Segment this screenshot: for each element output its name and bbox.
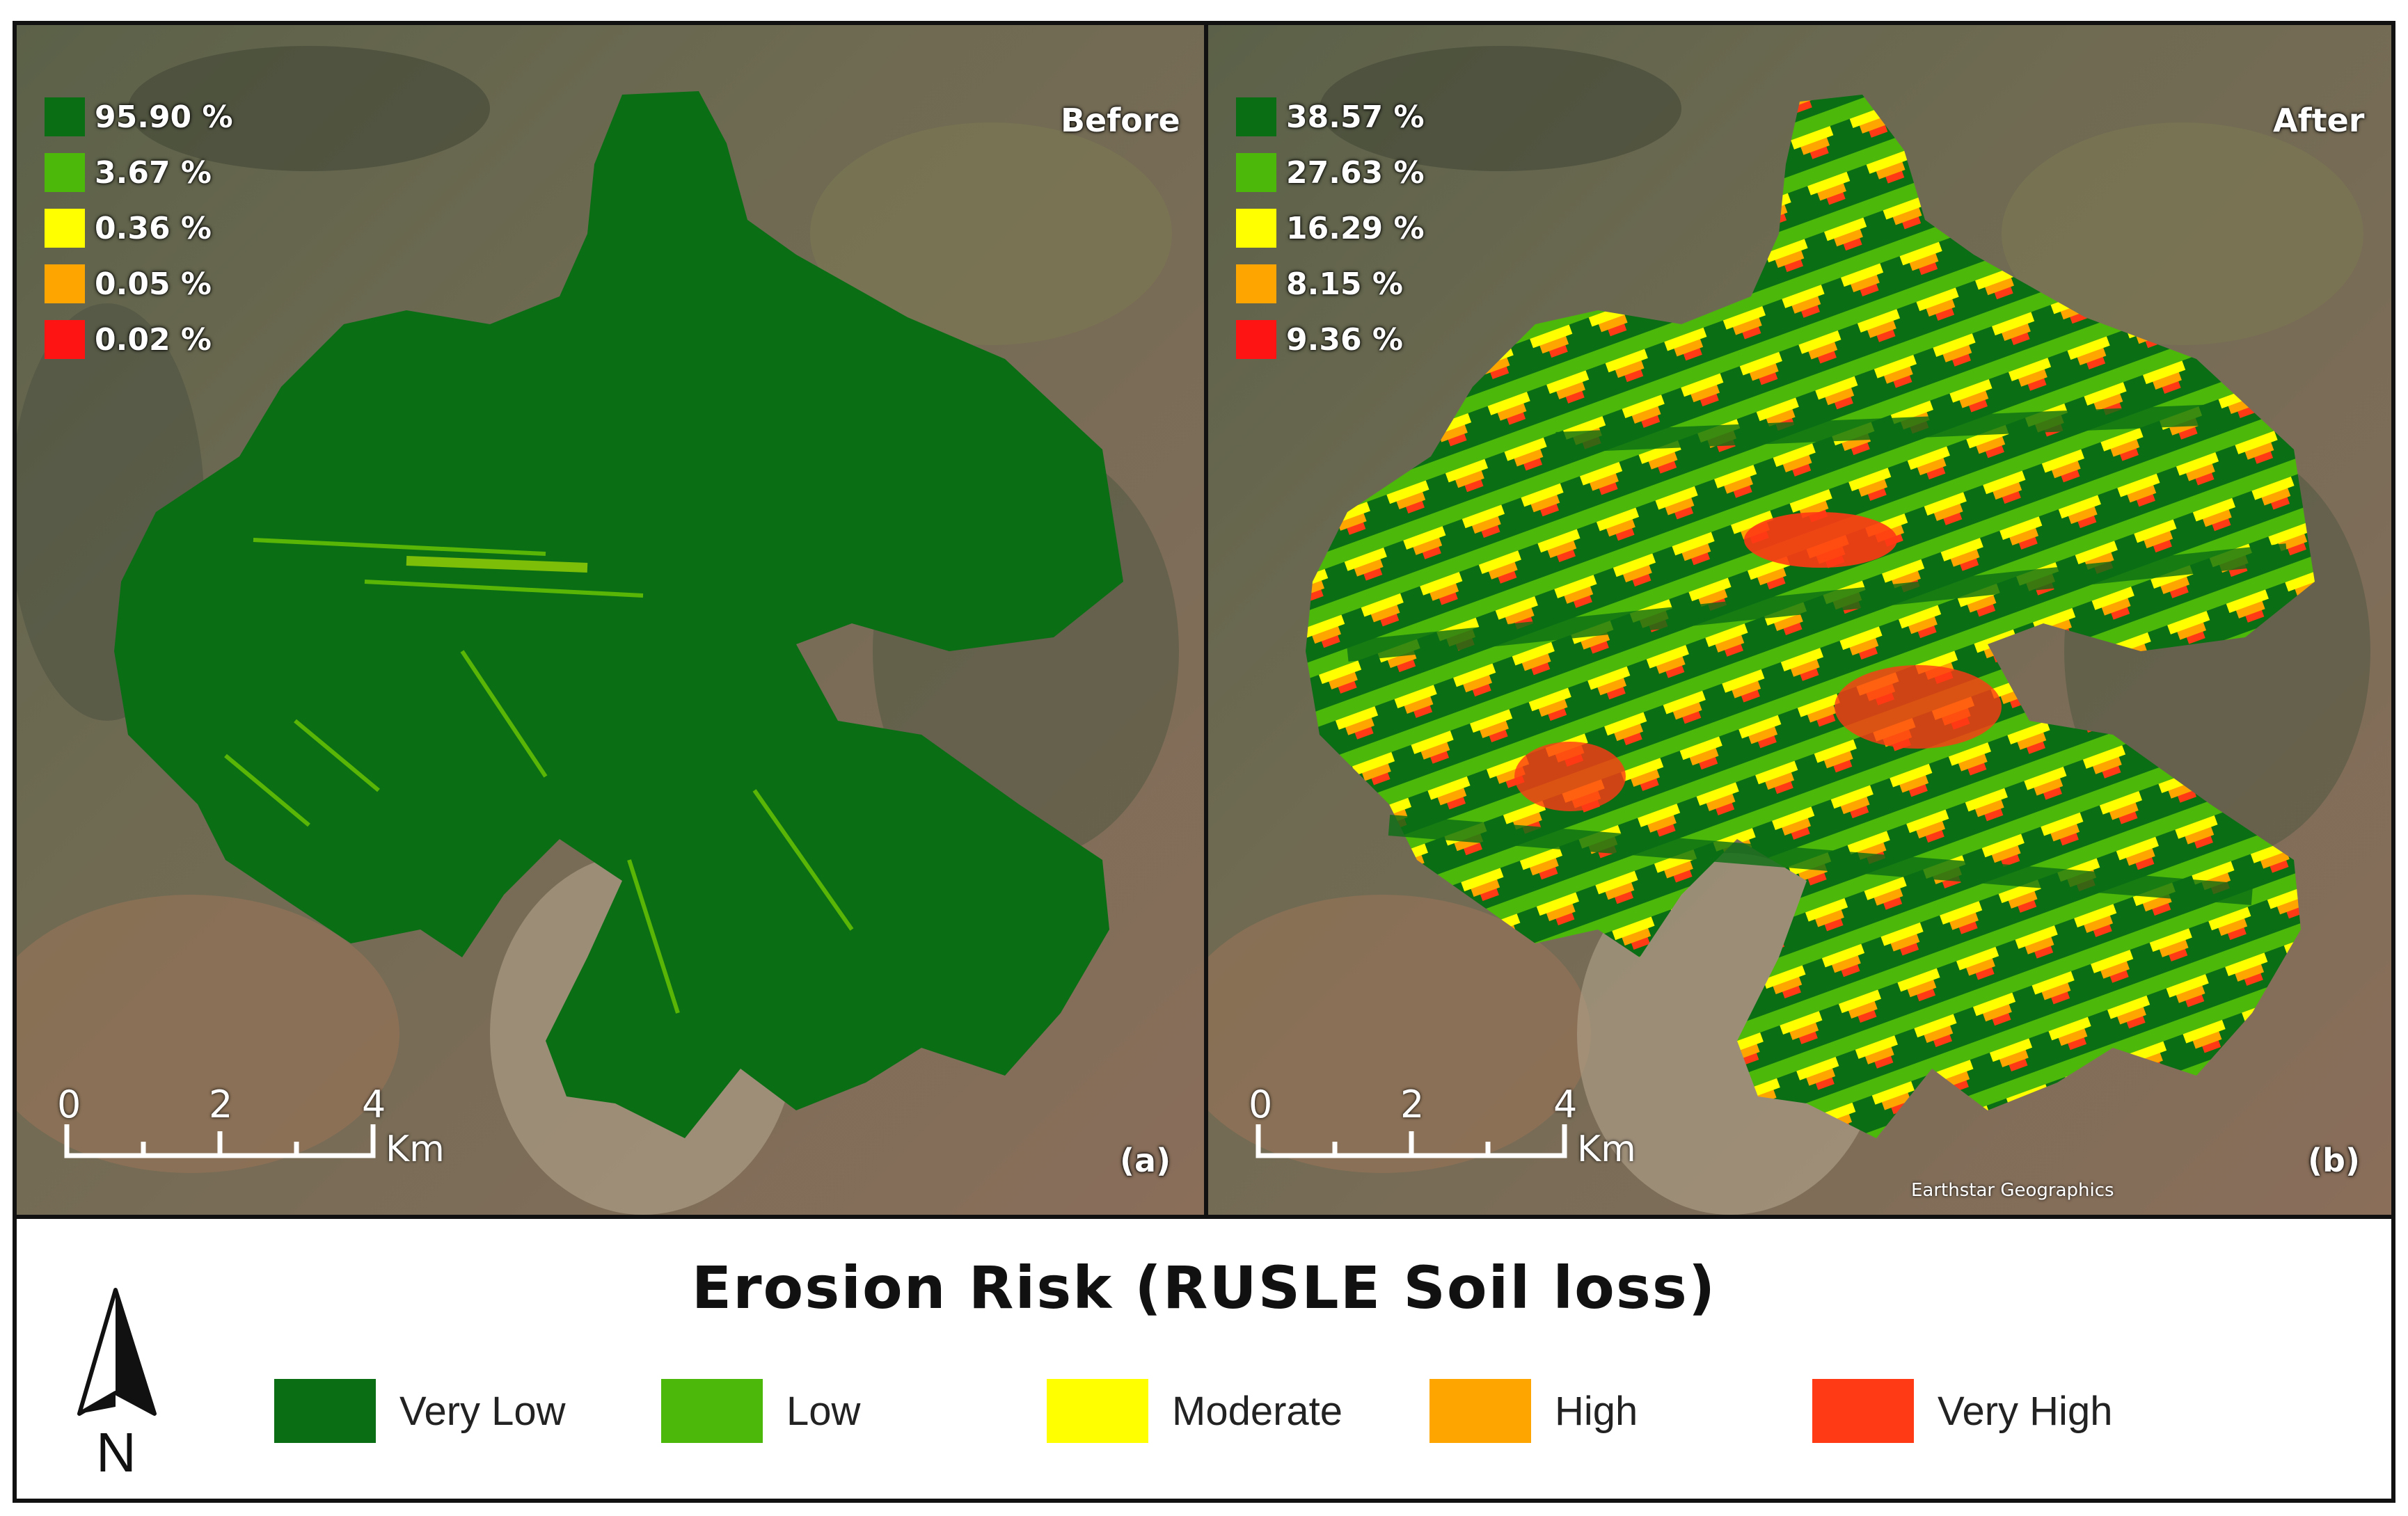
scale-tick-label: 0 (1249, 1083, 1273, 1126)
scale-tick-label: 0 (57, 1083, 81, 1126)
legend-swatch (1236, 153, 1276, 192)
legend-item-very-high: Very High (1812, 1379, 2112, 1443)
satellite-map-after (1208, 25, 2391, 1215)
north-arrow: N (58, 1282, 198, 1490)
scale-bar: 0 2 4 Km (1249, 1083, 1636, 1180)
legend-percentage: 0.36 % (95, 210, 212, 246)
legend-swatch (1236, 97, 1276, 136)
legend-row: 0.36 % (45, 200, 233, 256)
legend-title: Erosion Risk (RUSLE Soil loss) (691, 1254, 1717, 1322)
figure-frame: Before 95.90 % 3.67 % 0.36 % 0.05 % 0.02… (13, 21, 2395, 1503)
scale-tick-label: 2 (209, 1083, 233, 1126)
map-panel-after: After 38.57 % 27.63 % 16.29 % 8.15 % 9.3… (1208, 25, 2391, 1215)
legend-row: 9.36 % (1236, 312, 1425, 367)
legend-row: 95.90 % (45, 89, 233, 145)
legend-label: Very High (1938, 1388, 2113, 1434)
panel-tag-b: (b) (2308, 1142, 2360, 1179)
legend-percentage: 27.63 % (1286, 154, 1425, 191)
scale-unit: Km (386, 1128, 445, 1170)
legend-swatch (45, 264, 85, 303)
legend-row: 8.15 % (1236, 256, 1425, 312)
legend-swatch (1812, 1379, 1914, 1443)
legend-percentage: 3.67 % (95, 154, 212, 191)
map-panel-before: Before 95.90 % 3.67 % 0.36 % 0.05 % 0.02… (17, 25, 1204, 1215)
legend-swatch (1236, 320, 1276, 359)
panel-legend-before: 95.90 % 3.67 % 0.36 % 0.05 % 0.02 % (45, 89, 233, 367)
legend-swatch (1047, 1379, 1148, 1443)
panel-title-before: Before (1061, 102, 1180, 139)
legend-label: Low (786, 1388, 861, 1434)
satellite-map-before (17, 25, 1204, 1215)
legend-swatch (45, 97, 85, 136)
panel-divider (1204, 25, 1208, 1215)
legend-percentage: 9.36 % (1286, 321, 1403, 358)
legend-label: Very Low (399, 1388, 566, 1434)
legend-swatch (45, 320, 85, 359)
legend-label: High (1555, 1388, 1638, 1434)
legend-percentage: 16.29 % (1286, 210, 1425, 246)
north-arrow-icon (77, 1288, 157, 1416)
scale-tick-label: 2 (1400, 1083, 1425, 1126)
legend-percentage: 8.15 % (1286, 266, 1403, 302)
legend-percentage: 95.90 % (95, 99, 233, 135)
legend-item-moderate: Moderate (1047, 1379, 1342, 1443)
panel-legend-after: 38.57 % 27.63 % 16.29 % 8.15 % 9.36 % (1236, 89, 1425, 367)
panel-title-after: After (2273, 102, 2365, 139)
map-attribution: Earthstar Geographics (1911, 1180, 2114, 1201)
legend-label: Moderate (1172, 1388, 1343, 1434)
legend-item-low: Low (661, 1379, 860, 1443)
scale-tick-label: 4 (1553, 1083, 1578, 1126)
legend-row: 3.67 % (45, 145, 233, 200)
legend-swatch (45, 153, 85, 192)
legend-swatch (274, 1379, 376, 1443)
figure-legend: Erosion Risk (RUSLE Soil loss) N Very Lo… (17, 1219, 2391, 1503)
legend-percentage: 0.05 % (95, 266, 212, 302)
scale-bar-line (1256, 1124, 1567, 1158)
legend-row: 0.02 % (45, 312, 233, 367)
legend-row: 16.29 % (1236, 200, 1425, 256)
legend-item-high: High (1429, 1379, 1638, 1443)
legend-swatch (1236, 264, 1276, 303)
legend-percentage: 0.02 % (95, 321, 212, 358)
legend-percentage: 38.57 % (1286, 99, 1425, 135)
legend-row: 38.57 % (1236, 89, 1425, 145)
legend-swatch (45, 209, 85, 248)
north-letter: N (96, 1421, 136, 1483)
scale-bar: 0 2 4 Km (57, 1083, 445, 1180)
legend-row: 27.63 % (1236, 145, 1425, 200)
scale-unit: Km (1577, 1128, 1636, 1170)
legend-item-very-low: Very Low (274, 1379, 566, 1443)
scale-bar-line (64, 1124, 376, 1158)
panel-tag-a: (a) (1120, 1142, 1171, 1179)
scale-tick-label: 4 (362, 1083, 386, 1126)
legend-swatch (1236, 209, 1276, 248)
legend-swatch (661, 1379, 763, 1443)
legend-swatch (1429, 1379, 1531, 1443)
legend-divider (17, 1215, 2391, 1219)
legend-row: 0.05 % (45, 256, 233, 312)
